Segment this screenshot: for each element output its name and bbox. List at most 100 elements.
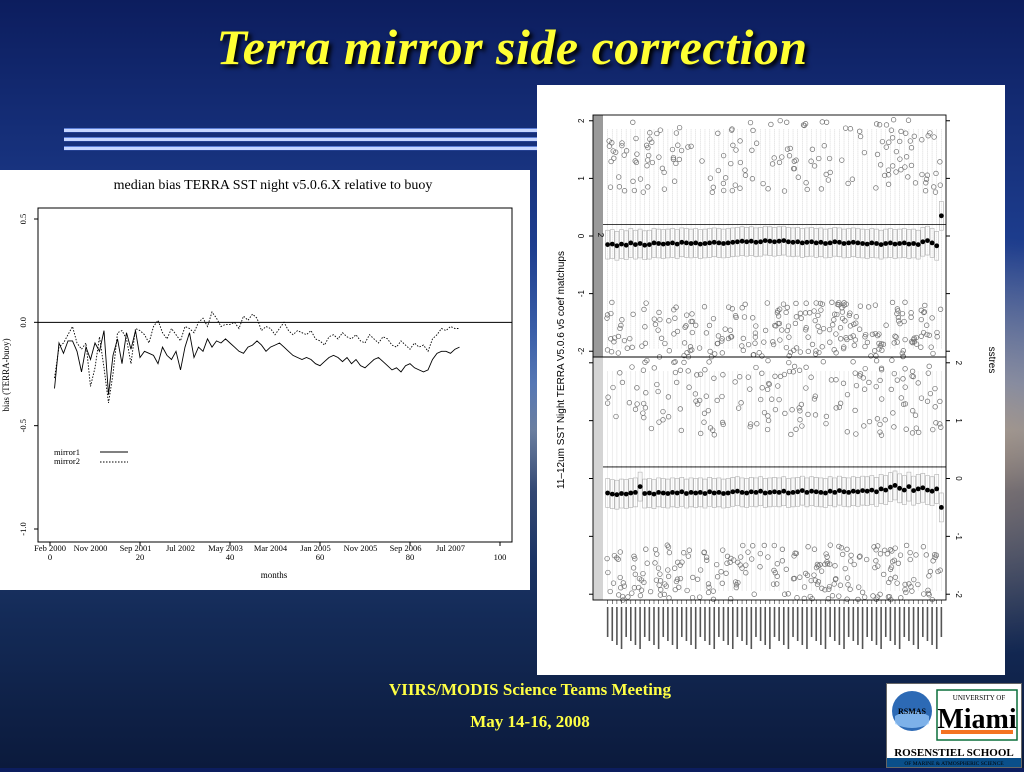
x-tick-label: 20 (136, 552, 145, 562)
outlier-point (873, 547, 879, 553)
outlier-point (637, 592, 644, 599)
outlier-point (649, 159, 656, 166)
outlier-point (823, 413, 830, 420)
outlier-point (893, 169, 899, 175)
outlier-point (902, 586, 908, 593)
outlier-point (913, 552, 919, 558)
outlier-point (645, 184, 651, 190)
outlier-point (862, 343, 868, 350)
y-axis-label: bias (TERRA-buoy) (1, 338, 11, 411)
outlier-point (861, 423, 867, 429)
median-point (642, 491, 648, 496)
school-subtitle: OF MARINE & ATMOSPHERIC SCIENCE (904, 761, 1004, 767)
outlier-point (878, 432, 885, 438)
median-point (915, 242, 921, 248)
median-point (878, 486, 884, 492)
outlier-point (732, 579, 739, 585)
median-point (888, 240, 893, 246)
outlier-point (761, 542, 767, 549)
outlier-point (771, 567, 777, 574)
outlier-point (652, 321, 659, 328)
outlier-point (777, 373, 784, 380)
outlier-point (853, 431, 859, 437)
outlier-point (813, 351, 819, 357)
outlier-point (823, 119, 830, 125)
outlier-point (797, 349, 804, 355)
outlier-point (928, 344, 934, 350)
outlier-point (930, 350, 936, 357)
outlier-point (811, 163, 818, 169)
outlier-point (631, 585, 638, 591)
outlier-point (647, 588, 654, 595)
outlier-point (672, 315, 678, 321)
median-point (633, 490, 638, 495)
outlier-point (758, 396, 764, 403)
outlier-point (876, 331, 882, 337)
outlier-point (629, 590, 635, 596)
outlier-point (932, 385, 938, 392)
outlier-point (837, 582, 844, 588)
outlier-point (742, 167, 748, 173)
outlier-point (896, 318, 902, 324)
panel-strip (593, 357, 603, 600)
median-point (758, 239, 763, 245)
outlier-point (926, 332, 932, 338)
median-point (920, 485, 926, 491)
outlier-point (911, 576, 917, 583)
outlier-point (779, 327, 785, 333)
outlier-point (831, 317, 837, 323)
outlier-point (913, 425, 919, 431)
outlier-point (794, 595, 800, 601)
outlier-point (836, 593, 842, 599)
outlier-point (721, 187, 727, 194)
date-tick-label: Nov 2000 (74, 543, 108, 553)
median-point (665, 241, 671, 246)
outlier-point (934, 334, 940, 340)
median-point (781, 488, 787, 494)
outlier-point (897, 156, 903, 162)
outlier-point (812, 393, 818, 399)
outlier-point (666, 595, 672, 601)
outlier-point (715, 340, 721, 347)
outlier-point (617, 325, 623, 332)
outlier-point (789, 407, 795, 413)
median-point (850, 488, 856, 494)
outlier-point (777, 306, 783, 312)
outlier-point (723, 175, 729, 181)
outlier-point (759, 385, 765, 391)
median-point (735, 488, 740, 494)
y-tick-label: -0.5 (18, 419, 28, 432)
outlier-point (677, 575, 684, 582)
outlier-point (777, 337, 783, 343)
outlier-point (783, 309, 789, 316)
outlier-point (701, 410, 708, 416)
outlier-point (844, 429, 850, 435)
outlier-point (925, 370, 931, 376)
outlier-point (706, 322, 713, 329)
outlier-point (640, 570, 646, 577)
outlier-point (847, 126, 854, 132)
outlier-point (793, 300, 799, 307)
outlier-point (655, 388, 661, 395)
x-tick-label: 0 (48, 552, 52, 562)
outlier-point (701, 549, 707, 556)
outlier-point (909, 430, 916, 436)
outlier-point (753, 140, 760, 146)
outlier-point (817, 562, 823, 568)
outlier-point (915, 581, 921, 588)
median-point (725, 240, 731, 246)
outlier-point (903, 589, 909, 596)
outlier-point (883, 322, 889, 328)
date-tick-label: Mar 2004 (254, 543, 288, 553)
outlier-point (686, 547, 692, 553)
outlier-point (848, 558, 854, 564)
outlier-point (837, 400, 844, 406)
outlier-point (788, 431, 794, 438)
date-tick-label: Jan 2005 (300, 543, 330, 553)
outlier-point (770, 581, 777, 587)
outlier-point (656, 582, 662, 588)
median-point (605, 490, 610, 496)
outlier-point (769, 161, 776, 167)
outlier-point (801, 122, 807, 129)
outlier-point (921, 591, 927, 597)
